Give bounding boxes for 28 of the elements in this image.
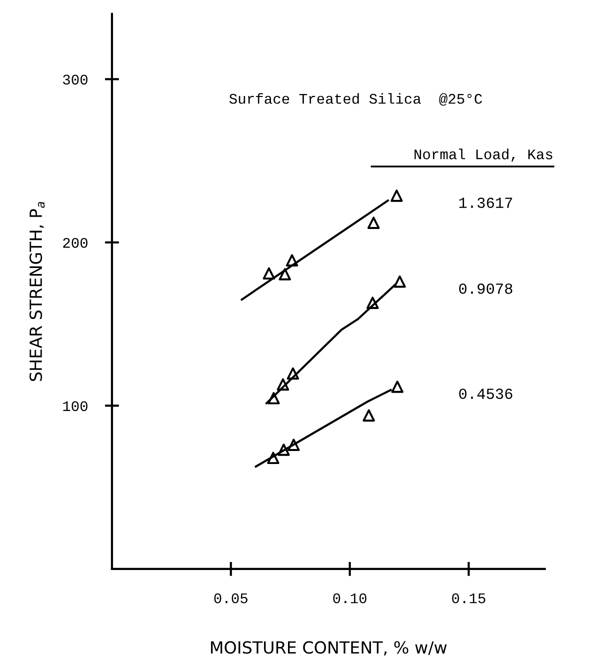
point — [278, 444, 290, 456]
y-tick-label: 100 — [63, 401, 88, 412]
point — [262, 267, 276, 280]
point — [367, 216, 380, 229]
text: 0.4536 — [459, 388, 512, 399]
point — [391, 380, 404, 393]
point — [366, 296, 379, 309]
point — [267, 452, 280, 464]
point — [268, 392, 280, 404]
x-tick-label: 0.10 — [333, 593, 366, 604]
text: 1.3617 — [459, 198, 512, 208]
y-tick-label: 300 — [63, 74, 88, 85]
point — [286, 254, 298, 266]
x-tick-label: 0.05 — [214, 593, 248, 604]
text: 0.9078 — [459, 283, 512, 294]
point — [394, 275, 406, 288]
y-tick-label: 200 — [63, 238, 88, 248]
x-axis-title: MOISTURE CONTENT, % w/w — [211, 641, 447, 656]
y-axis-title: SHEAR STRENGTH, P$_{a}$ — [29, 202, 45, 381]
point — [276, 378, 290, 391]
legend-title: Normal Load, Kas — [414, 148, 552, 162]
point — [390, 190, 403, 202]
x-tick-label: 0.15 — [452, 593, 486, 604]
point — [286, 367, 300, 380]
point — [288, 438, 300, 451]
point — [278, 268, 291, 280]
text: Surface Treated Silica @25°C — [229, 93, 482, 106]
point — [362, 409, 375, 422]
